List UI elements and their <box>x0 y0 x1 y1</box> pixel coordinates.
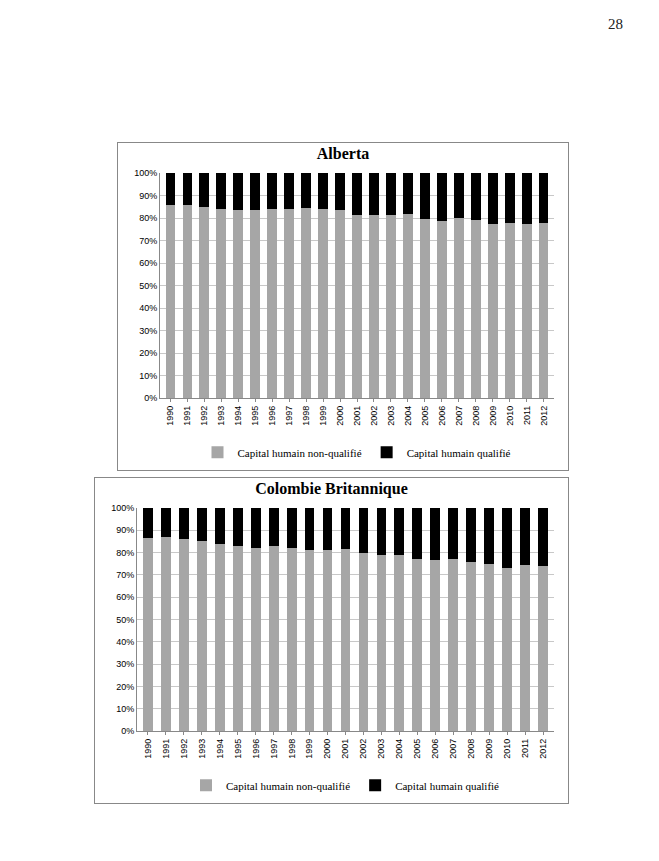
svg-text:2005: 2005 <box>420 406 430 426</box>
svg-text:1993: 1993 <box>216 406 226 426</box>
svg-text:60%: 60% <box>116 592 134 602</box>
svg-text:1996: 1996 <box>267 406 277 426</box>
svg-text:2003: 2003 <box>386 406 396 426</box>
svg-text:0%: 0% <box>121 726 134 736</box>
svg-text:2007: 2007 <box>454 406 464 426</box>
svg-text:2007: 2007 <box>448 739 458 759</box>
svg-text:2012: 2012 <box>538 739 548 759</box>
svg-text:80%: 80% <box>116 548 134 558</box>
svg-text:2010: 2010 <box>505 406 515 426</box>
svg-text:Capital humain non-qualifié: Capital humain non-qualifié <box>226 780 350 792</box>
svg-text:1995: 1995 <box>250 406 260 426</box>
svg-text:20%: 20% <box>116 682 134 692</box>
svg-text:10%: 10% <box>116 704 134 714</box>
svg-text:2001: 2001 <box>340 739 350 759</box>
svg-text:2005: 2005 <box>412 739 422 759</box>
svg-text:Colombie Britannique: Colombie Britannique <box>255 480 407 498</box>
svg-text:Capital humain non-qualifié: Capital humain non-qualifié <box>238 447 362 459</box>
svg-text:1993: 1993 <box>197 739 207 759</box>
svg-text:Capital humain qualifié: Capital humain qualifié <box>395 780 499 792</box>
svg-text:40%: 40% <box>139 303 157 313</box>
svg-text:60%: 60% <box>139 258 157 268</box>
svg-text:1991: 1991 <box>182 406 192 426</box>
svg-text:2011: 2011 <box>520 739 530 758</box>
svg-text:90%: 90% <box>139 191 157 201</box>
svg-text:30%: 30% <box>139 326 157 336</box>
svg-text:70%: 70% <box>116 570 134 580</box>
svg-text:2011: 2011 <box>522 406 532 425</box>
svg-text:100%: 100% <box>111 503 134 513</box>
svg-text:2008: 2008 <box>466 739 476 759</box>
svg-text:1992: 1992 <box>199 406 209 426</box>
svg-text:1997: 1997 <box>284 406 294 426</box>
svg-text:2004: 2004 <box>403 406 413 426</box>
svg-text:0%: 0% <box>144 393 157 403</box>
svg-text:1998: 1998 <box>301 406 311 426</box>
svg-text:2002: 2002 <box>358 739 368 759</box>
svg-text:1995: 1995 <box>233 739 243 759</box>
svg-text:2010: 2010 <box>502 739 512 759</box>
svg-text:Alberta: Alberta <box>317 145 369 162</box>
svg-text:2000: 2000 <box>322 739 332 759</box>
svg-text:10%: 10% <box>139 371 157 381</box>
svg-text:1990: 1990 <box>165 406 175 426</box>
svg-text:30%: 30% <box>116 659 134 669</box>
svg-text:2006: 2006 <box>430 739 440 759</box>
svg-text:50%: 50% <box>139 281 157 291</box>
svg-text:2009: 2009 <box>488 406 498 426</box>
svg-text:40%: 40% <box>116 637 134 647</box>
svg-text:50%: 50% <box>116 615 134 625</box>
svg-text:2001: 2001 <box>352 406 362 426</box>
svg-text:2002: 2002 <box>369 406 379 426</box>
svg-text:1998: 1998 <box>287 739 297 759</box>
svg-text:2009: 2009 <box>484 739 494 759</box>
svg-text:2000: 2000 <box>335 406 345 426</box>
svg-text:20%: 20% <box>139 348 157 358</box>
svg-text:70%: 70% <box>139 236 157 246</box>
svg-text:1991: 1991 <box>161 739 171 759</box>
svg-text:1996: 1996 <box>251 739 261 759</box>
svg-text:80%: 80% <box>139 213 157 223</box>
svg-text:1994: 1994 <box>233 406 243 426</box>
svg-text:1997: 1997 <box>269 739 279 759</box>
svg-text:1999: 1999 <box>318 406 328 426</box>
svg-text:2003: 2003 <box>376 739 386 759</box>
svg-text:90%: 90% <box>116 525 134 535</box>
svg-text:1994: 1994 <box>215 739 225 759</box>
svg-text:2008: 2008 <box>471 406 481 426</box>
svg-text:1990: 1990 <box>143 739 153 759</box>
svg-text:2012: 2012 <box>539 406 549 426</box>
svg-text:1992: 1992 <box>179 739 189 759</box>
svg-text:2006: 2006 <box>437 406 447 426</box>
svg-text:Capital humain qualifié: Capital humain qualifié <box>407 447 511 459</box>
svg-text:1999: 1999 <box>304 739 314 759</box>
svg-text:100%: 100% <box>134 168 157 178</box>
html-text:28: 28 <box>608 16 623 32</box>
svg-text:2004: 2004 <box>394 739 404 759</box>
